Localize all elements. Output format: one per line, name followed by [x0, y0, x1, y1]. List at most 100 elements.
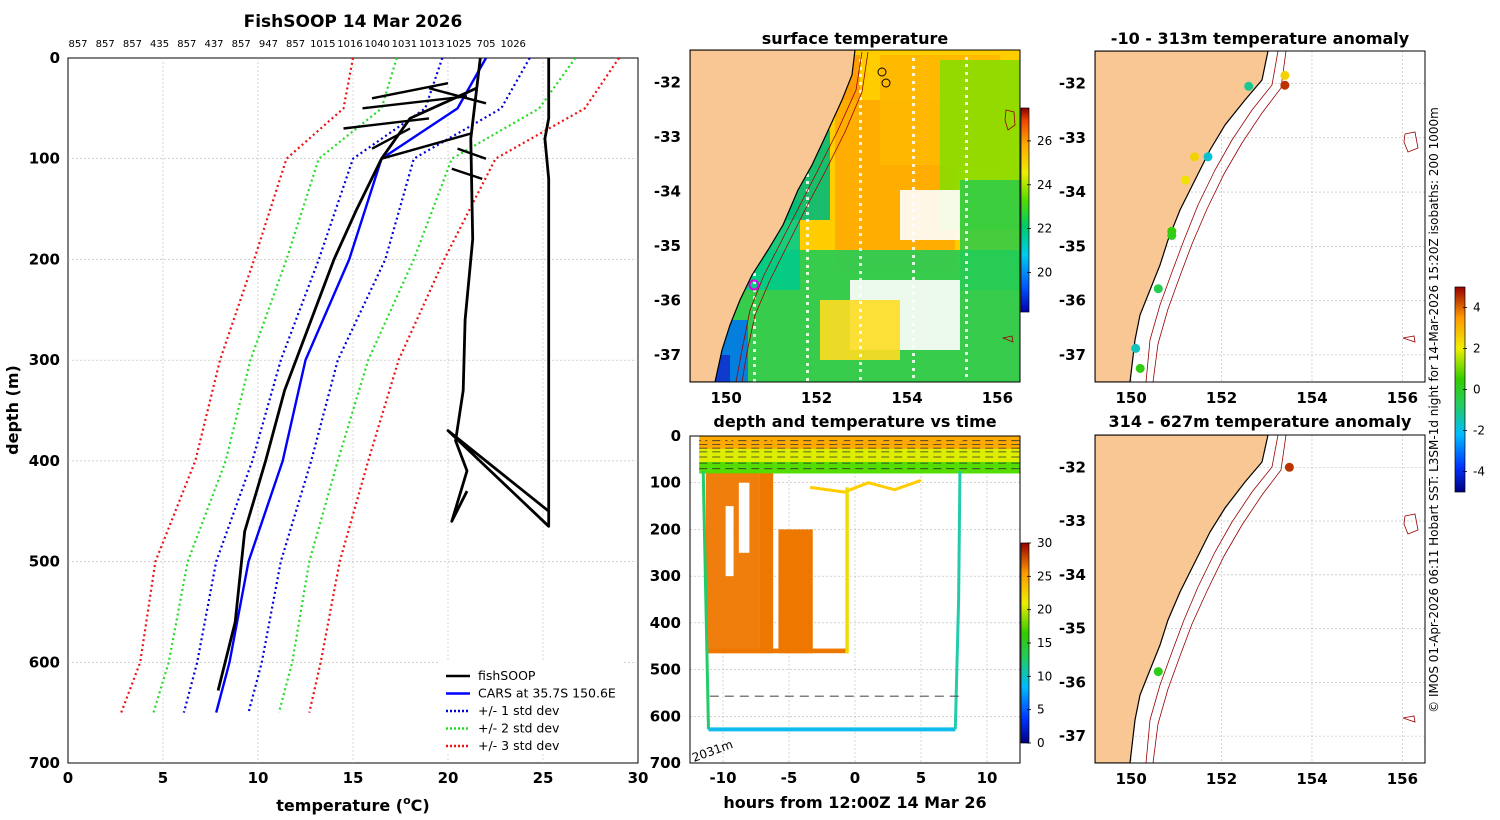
sst-cloud-pixel: [965, 344, 968, 347]
colorbar-label: 20: [1037, 603, 1052, 617]
sst-cloud-pixel: [859, 226, 862, 229]
anomaly-point: [1203, 152, 1213, 162]
map-lat-label: -36: [1059, 292, 1086, 310]
sst-cloud-pixel: [965, 87, 968, 90]
profile-series-line: [152, 58, 398, 713]
sst-cloud-pixel: [965, 253, 968, 256]
map-lon-label: 154: [1296, 770, 1327, 788]
anom1-panel: -10 - 313m temperature anomaly 150 152 154…: [1059, 29, 1426, 407]
y-tick-label: 100: [29, 150, 60, 168]
map-lon-label: 150: [711, 389, 742, 407]
top-depth-label: 857: [68, 39, 87, 50]
sst-cloud-pixel: [753, 357, 756, 360]
sst-cloud-pixel: [753, 341, 756, 344]
y-tick-label: 400: [29, 452, 60, 470]
sst-cloud-pixel: [753, 273, 756, 276]
anomaly-point: [1153, 284, 1163, 294]
sst-cloud-pixel: [859, 142, 862, 145]
profile-series-line: [215, 58, 488, 713]
sst-cloud-pixel: [965, 64, 968, 67]
anom1-island-isobaths: [1402, 131, 1419, 343]
map-lat-label: -34: [1059, 566, 1086, 584]
anomaly-point: [1244, 81, 1254, 91]
sst-cloud-pixel: [965, 238, 968, 241]
sst-cloud-pixel: [806, 265, 809, 268]
legend-label: +/- 2 std dev: [478, 721, 560, 736]
anom1-land: [1095, 51, 1269, 382]
sst-panel: surface temperature 150 152 154 156 -32 -33 -3…: [654, 29, 1052, 407]
sst-cloud-pixel: [912, 239, 915, 242]
sst-cloud-pixel: [806, 249, 809, 252]
top-depth-label: 705: [476, 39, 495, 50]
time-surface-point: [877, 436, 885, 442]
map-lon-label: 152: [1206, 770, 1237, 788]
anomaly-point: [1280, 70, 1290, 80]
anom2-isobath-200: [1145, 435, 1279, 763]
sst-cloud-pixel: [912, 171, 915, 174]
profile-series-line: [120, 58, 355, 713]
profile-series-line: [277, 58, 577, 713]
profile-series-line: [457, 147, 487, 160]
sst-cloud-pixel: [806, 318, 809, 321]
sst-cloud-pixel: [912, 323, 915, 326]
sst-marker: [877, 67, 887, 77]
sst-cloud-pixel: [806, 355, 809, 358]
x-tick-label: 0: [63, 769, 73, 787]
sst-cloud-pixel: [753, 289, 756, 292]
sst-cloud-pixel: [912, 149, 915, 152]
time-surface-point: [930, 436, 938, 442]
sst-cloud-pixel: [912, 307, 915, 310]
sst-cloud-pixel: [965, 329, 968, 332]
sst-cloud-pixel: [753, 379, 756, 382]
sst-cloud-pixel: [859, 135, 862, 138]
sst-map: [690, 50, 1020, 382]
sst-cloud-pixel: [912, 141, 915, 144]
colorbar-label: -4: [1473, 465, 1485, 479]
sst-cloud-pixel: [965, 314, 968, 317]
sst-cloud-pixel: [859, 369, 862, 372]
sst-cloud-pixel: [912, 217, 915, 220]
map-lat-label: -35: [1059, 237, 1086, 255]
sst-cloud-pixel: [859, 324, 862, 327]
time-surface-point: [765, 436, 773, 442]
sst-cloud-pixel: [859, 331, 862, 334]
anomaly-point: [1131, 343, 1141, 353]
anom2-panel: 314 - 627m temperature anomaly 150 152 154…: [1059, 412, 1426, 788]
sst-cloud-pixel: [859, 158, 862, 161]
sst-cloud-pixel: [912, 209, 915, 212]
colorbar-label: 2: [1473, 342, 1481, 356]
profile-grid: [68, 58, 638, 763]
time-gap: [738, 482, 750, 553]
anomaly-point: [1284, 462, 1294, 472]
sst-cloud-pixel: [965, 208, 968, 211]
map-lon-label: 150: [1116, 770, 1147, 788]
time-yellow-track: [809, 478, 922, 494]
top-depth-label: 1013: [419, 39, 444, 50]
sst-cloud-pixel: [859, 112, 862, 115]
sst-cloud-pixel: [912, 345, 915, 348]
sst-cloud-pixel: [965, 359, 968, 362]
anom1-isobath-200: [1145, 51, 1279, 382]
sst-cloud-pixel: [965, 95, 968, 98]
sst-cloud-pixel: [912, 88, 915, 91]
sst-cloud-pixel: [912, 300, 915, 303]
sst-cloud-pixel: [912, 330, 915, 333]
sst-axes-box: [689, 49, 1021, 383]
profile-series-line: [450, 58, 482, 523]
sst-cloud-pixel: [806, 333, 809, 336]
sst-cloud-pixel: [753, 319, 756, 322]
sst-cloud-pixel: [806, 272, 809, 275]
colorbar-label: 5: [1037, 703, 1045, 717]
sst-marker: [881, 78, 891, 88]
profile-series-line: [428, 87, 487, 105]
sst-cloud-pixel: [965, 132, 968, 135]
sst-cloud-pixel: [965, 215, 968, 218]
sst-cloud-pixel: [912, 134, 915, 137]
sst-cloud-pixel: [965, 147, 968, 150]
sst-cloud-pixel: [859, 377, 862, 380]
profile-series-line: [371, 127, 411, 150]
time-orange-floor: [705, 648, 849, 654]
y-tick-label: 600: [29, 653, 60, 671]
sst-cloud-pixel: [965, 306, 968, 309]
time-surface-point: [957, 436, 965, 442]
